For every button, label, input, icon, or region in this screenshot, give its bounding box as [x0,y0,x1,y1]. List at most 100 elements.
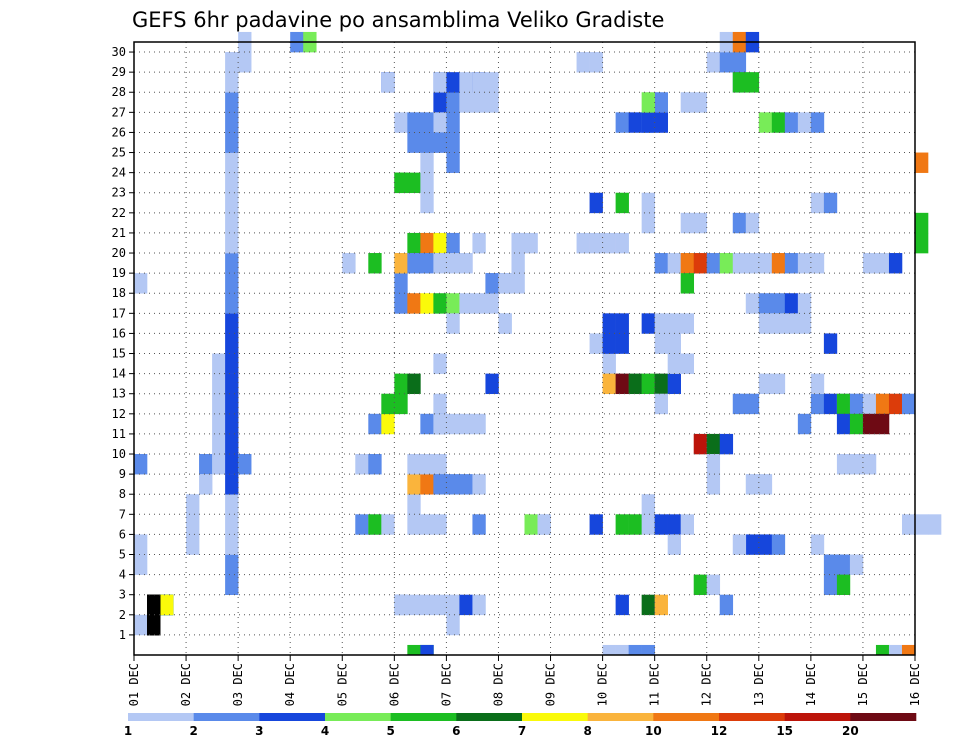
heat-cell [420,192,434,214]
heat-cell [225,212,239,234]
heat-cell [589,192,603,214]
heat-cell [602,353,616,374]
heat-cell [641,313,655,334]
heat-cell [134,614,148,636]
heat-cell [719,594,734,616]
heat-cell [771,373,786,395]
heat-cell [784,293,799,314]
heat-cell [758,293,773,314]
legend-label: 4 [321,724,329,738]
y-tick-label: 23 [112,186,126,200]
heat-cell [602,373,616,395]
y-tick-label: 26 [112,125,126,139]
heat-cell [407,494,421,515]
y-tick-label: 14 [112,367,126,381]
heat-cell [407,253,421,274]
heat-cell [355,514,369,535]
heat-cell [732,212,747,234]
heat-cell [394,273,408,294]
heat-cell [576,52,590,73]
heat-cell [680,212,695,234]
heat-cell [225,534,239,555]
heat-cell [394,393,408,415]
heat-cell [212,413,226,435]
heat-cell [693,92,708,113]
y-tick-label: 7 [119,507,126,521]
legend-label: 1 [124,724,132,738]
heat-cell [836,574,851,596]
heat-cell [459,92,473,113]
heat-cell [654,333,668,354]
heat-cell [862,454,877,475]
heat-cell [511,232,525,254]
heat-cell [212,393,226,415]
colorbar-legend: 1 2 3 4 5 6 7 8 10 12 15 20 [124,713,917,738]
heat-cell [394,293,408,314]
heat-cell [225,474,239,495]
heat-cell [459,293,473,314]
y-tick-label: 12 [112,407,126,421]
heat-cell [667,313,681,334]
heat-cell [407,232,421,254]
x-tick-label: 14 DEC [804,663,818,706]
heat-cell [433,132,447,153]
heat-cell [394,594,408,616]
heat-cell [901,644,916,656]
heat-cell [134,534,148,555]
heat-cell [745,474,760,495]
heat-cell [225,132,239,153]
heat-cell [915,514,929,535]
heat-cell [225,273,239,294]
heat-cell [485,92,499,113]
heat-cell [212,454,226,475]
heat-cell [446,293,460,314]
heat-cell [446,413,460,435]
legend-label: 10 [645,724,662,738]
x-tick-label: 01 DEC [127,663,141,706]
heat-cell [719,433,734,455]
heat-cell [680,273,695,294]
heat-cell [602,333,616,354]
heat-cell [459,413,473,435]
x-tick-label: 06 DEC [387,663,401,706]
heat-cell [186,494,200,515]
heat-cell [823,393,838,415]
heat-cell [732,52,747,73]
heat-cell [771,253,786,274]
heat-cell [446,474,460,495]
heat-cell [225,393,239,415]
heat-cell [472,293,486,314]
heat-cell [641,514,655,535]
heat-cell [472,72,486,93]
x-tick-label: 05 DEC [335,663,349,706]
heat-cell [706,253,721,274]
heat-cell [394,373,408,395]
heat-cell [836,554,851,575]
x-tick-label: 16 DEC [908,663,922,706]
heat-cell [485,373,499,395]
heat-cell [407,594,421,616]
heat-cell [420,152,434,173]
heat-cell [810,534,825,555]
heat-cell [849,413,864,435]
heat-cell [823,554,838,575]
heat-cell [446,232,460,254]
heat-cell [680,353,695,374]
heat-cell [667,333,681,354]
heat-cell [420,454,434,475]
heat-cell [706,433,721,455]
legend-swatch [390,713,457,721]
y-tick-label: 17 [112,306,126,320]
heat-cell [446,313,460,334]
heat-cell [420,644,434,656]
heat-cell [238,52,252,73]
heat-cell [186,534,200,555]
heat-cell [654,313,668,334]
y-tick-label: 2 [119,608,126,622]
heat-cell [147,614,161,636]
heat-cell [420,413,434,435]
heat-cell [888,644,903,656]
heat-cell [641,373,655,395]
y-axis: 1234567891011121314151617181920212223242… [112,45,134,642]
heat-cell [602,313,616,334]
